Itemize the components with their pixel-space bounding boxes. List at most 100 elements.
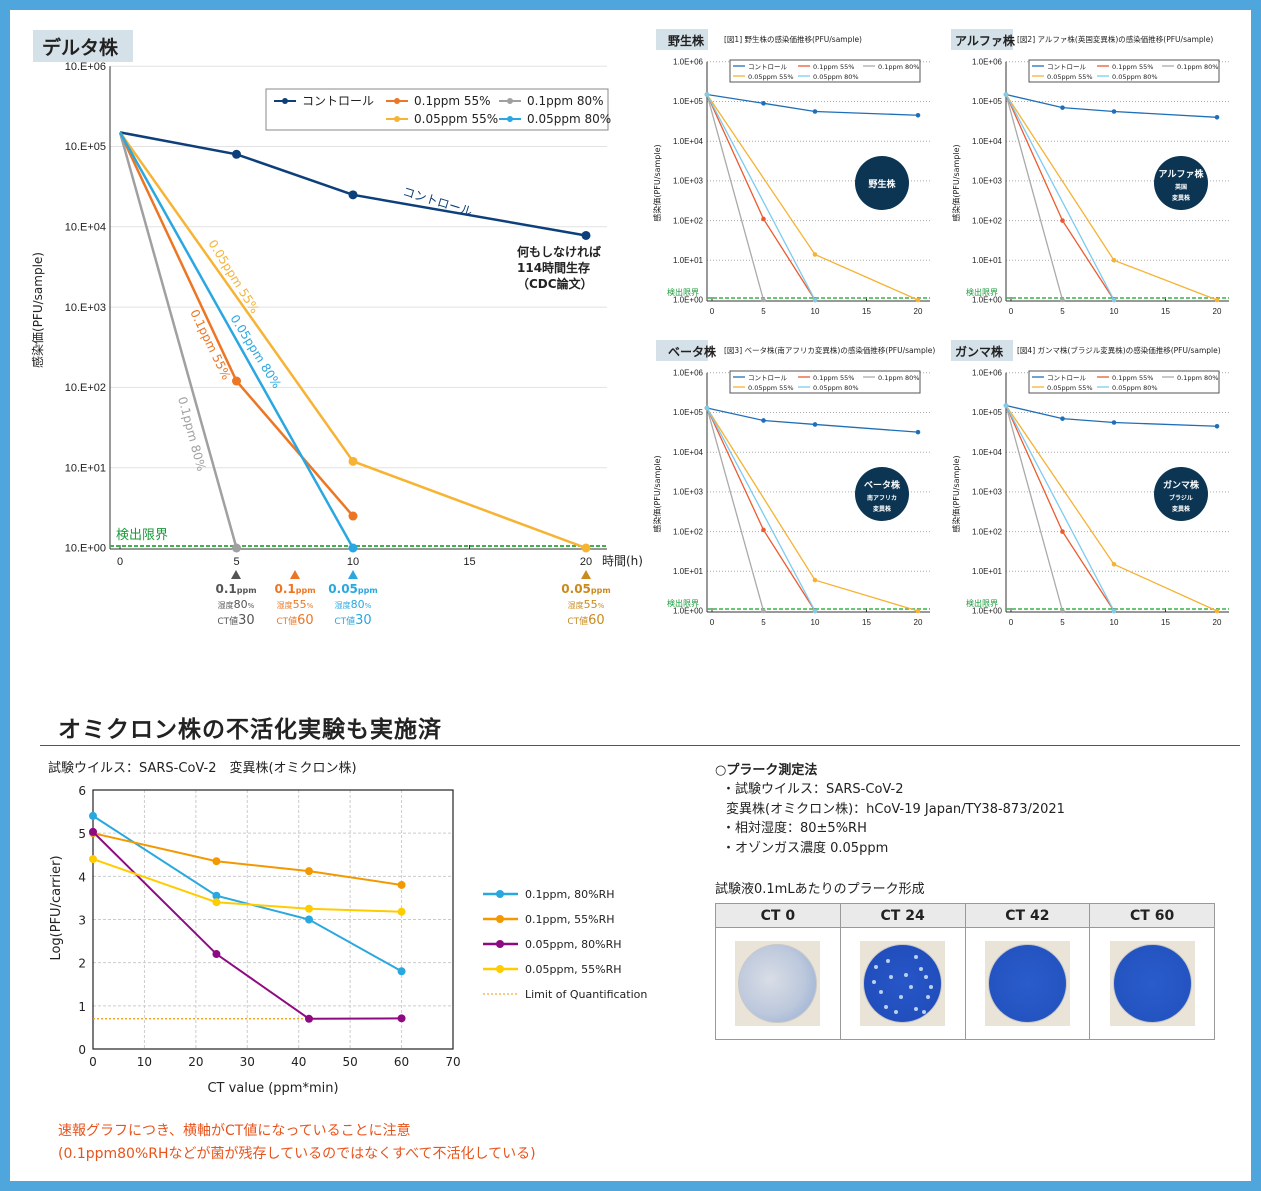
x-tick-label: 15: [862, 307, 871, 316]
legend-label: 0.05ppm 55%: [1047, 384, 1093, 392]
data-point: [761, 297, 766, 303]
data-point: [397, 1014, 406, 1023]
y-tick-label: 1.0E+05: [673, 408, 704, 417]
y-tick-label: 3: [78, 914, 86, 928]
y-tick-label: 1.0E+04: [972, 448, 1003, 457]
ct-value: 30: [355, 613, 372, 628]
data-point: [1003, 403, 1009, 408]
strain-circle-label: 変異株: [1171, 194, 1191, 202]
method-title: ○プラーク測定法: [715, 763, 818, 778]
legend-label: 0.1ppm 80%: [527, 94, 604, 108]
y-tick-label: 1.0E+06: [673, 368, 704, 377]
marker-humidity: 湿度55%: [568, 598, 605, 611]
y-tick-label: 1.0E+02: [673, 216, 704, 225]
plaque-spot: [872, 980, 877, 984]
y-tick-label: 0: [78, 1043, 86, 1057]
data-point: [704, 405, 710, 411]
x-tick-label: 15: [463, 556, 475, 568]
data-point: [812, 422, 818, 427]
data-point: [812, 608, 818, 614]
humidity-value: 80: [234, 598, 248, 611]
legend-label: 0.1ppm, 80%RH: [525, 888, 615, 901]
x-tick-label: 30: [240, 1055, 255, 1069]
y-tick-label: 1.0E+00: [972, 607, 1003, 616]
y-tick-label: 10.E+01: [65, 462, 106, 474]
x-tick-label: 20: [580, 556, 592, 568]
x-tick-label: 0: [710, 307, 715, 316]
column-header: CT 60: [1089, 903, 1215, 928]
strain-circle-badge: [1154, 156, 1208, 210]
y-tick-label: 1.0E+04: [972, 137, 1003, 146]
y-tick-label: 1.0E+01: [972, 256, 1003, 265]
note-line-2: (0.1ppm80%RHなどが菌が残存しているのではなくすべて不活化している): [58, 1146, 536, 1162]
legend-label: 0.05ppm 55%: [748, 73, 794, 81]
y-tick-label: 1.0E+01: [972, 567, 1003, 576]
plaque-spot: [909, 985, 914, 989]
x-tick-label: 10: [811, 307, 820, 316]
humidity-label: 湿度: [335, 600, 351, 610]
data-point: [1060, 529, 1065, 534]
ct-value: 60: [297, 613, 314, 628]
y-tick-label: 10.E+00: [65, 543, 106, 555]
percent: %: [365, 602, 372, 610]
legend-label: 0.1ppm 55%: [1112, 63, 1153, 71]
humidity-value: 55: [584, 598, 598, 611]
legend-label: 0.1ppm 55%: [414, 94, 491, 108]
ppm-unit: ppm: [296, 586, 316, 595]
x-tick-label: 70: [445, 1055, 460, 1069]
legend-swatch-dot: [507, 116, 513, 122]
legend-swatch-dot: [507, 98, 513, 104]
legend-label: コントロール: [1047, 63, 1087, 71]
legend-label: 0.05ppm, 55%RH: [525, 963, 622, 976]
detection-limit-label: 検出限界: [667, 598, 699, 608]
strain-circle-badge: [1154, 467, 1208, 521]
chart-caption: [図4] ガンマ株(ブラジル変異株)の感染価推移(PFU/sample): [1017, 345, 1221, 355]
plaque-spot: [919, 967, 924, 971]
ppm-value: 0.1: [215, 582, 236, 596]
y-tick-label: 1.0E+06: [673, 57, 704, 66]
legend-swatch-dot: [394, 116, 400, 122]
plaque-spot: [886, 959, 891, 963]
data-point: [915, 297, 921, 303]
plate-cell: [1089, 927, 1215, 1040]
x-tick-label: 10: [347, 556, 359, 568]
series-line-4: [1005, 94, 1115, 301]
legend-swatch-dot: [496, 965, 504, 973]
ppm-value: 0.05: [561, 582, 591, 596]
series-line-0: [1005, 93, 1218, 118]
series-line-4: [706, 407, 816, 612]
legend-swatch-dot: [282, 98, 288, 104]
data-point: [761, 101, 766, 106]
note-line-1: 速報グラフにつき、横軸がCT値になっていることに注意: [58, 1123, 411, 1139]
data-point: [305, 1014, 313, 1023]
x-tick-label: 20: [188, 1055, 203, 1069]
strain-badge: [951, 29, 1013, 50]
x-tick-label: 20: [914, 307, 923, 316]
series-line-2: [1005, 405, 1064, 612]
plaque-spot: [879, 990, 884, 994]
series-line-4: [118, 131, 355, 549]
data-point: [812, 109, 818, 114]
series-line-0: [706, 407, 919, 433]
x-tick-label: 0: [89, 1055, 97, 1069]
y-tick-label: 1.0E+01: [673, 256, 704, 265]
legend-swatch-dot: [496, 915, 504, 923]
y-tick-label: 4: [78, 870, 86, 884]
data-point: [1214, 608, 1220, 614]
legend-label: 0.05ppm 80%: [813, 384, 859, 392]
legend-label: コントロール: [748, 63, 788, 71]
x-axis-label: CT value (ppm*min): [207, 1081, 338, 1096]
data-point: [1111, 608, 1117, 614]
plaque-spot: [889, 975, 894, 979]
chart-caption: [図1] 野生株の感染価推移(PFU/sample): [724, 34, 862, 44]
x-tick-label: 5: [233, 556, 239, 568]
legend-label: 0.1ppm 80%: [1177, 374, 1218, 382]
series-line-2: [118, 132, 238, 549]
y-axis-label: 感染価(PFU/sample): [30, 252, 45, 368]
legend-swatch-dot: [394, 98, 400, 104]
data-point: [581, 230, 591, 240]
marker-humidity: 湿度55%: [277, 598, 314, 611]
ct-label: CT値: [567, 615, 588, 627]
y-tick-label: 1.0E+01: [673, 567, 704, 576]
column-header: CT 0: [715, 903, 841, 928]
